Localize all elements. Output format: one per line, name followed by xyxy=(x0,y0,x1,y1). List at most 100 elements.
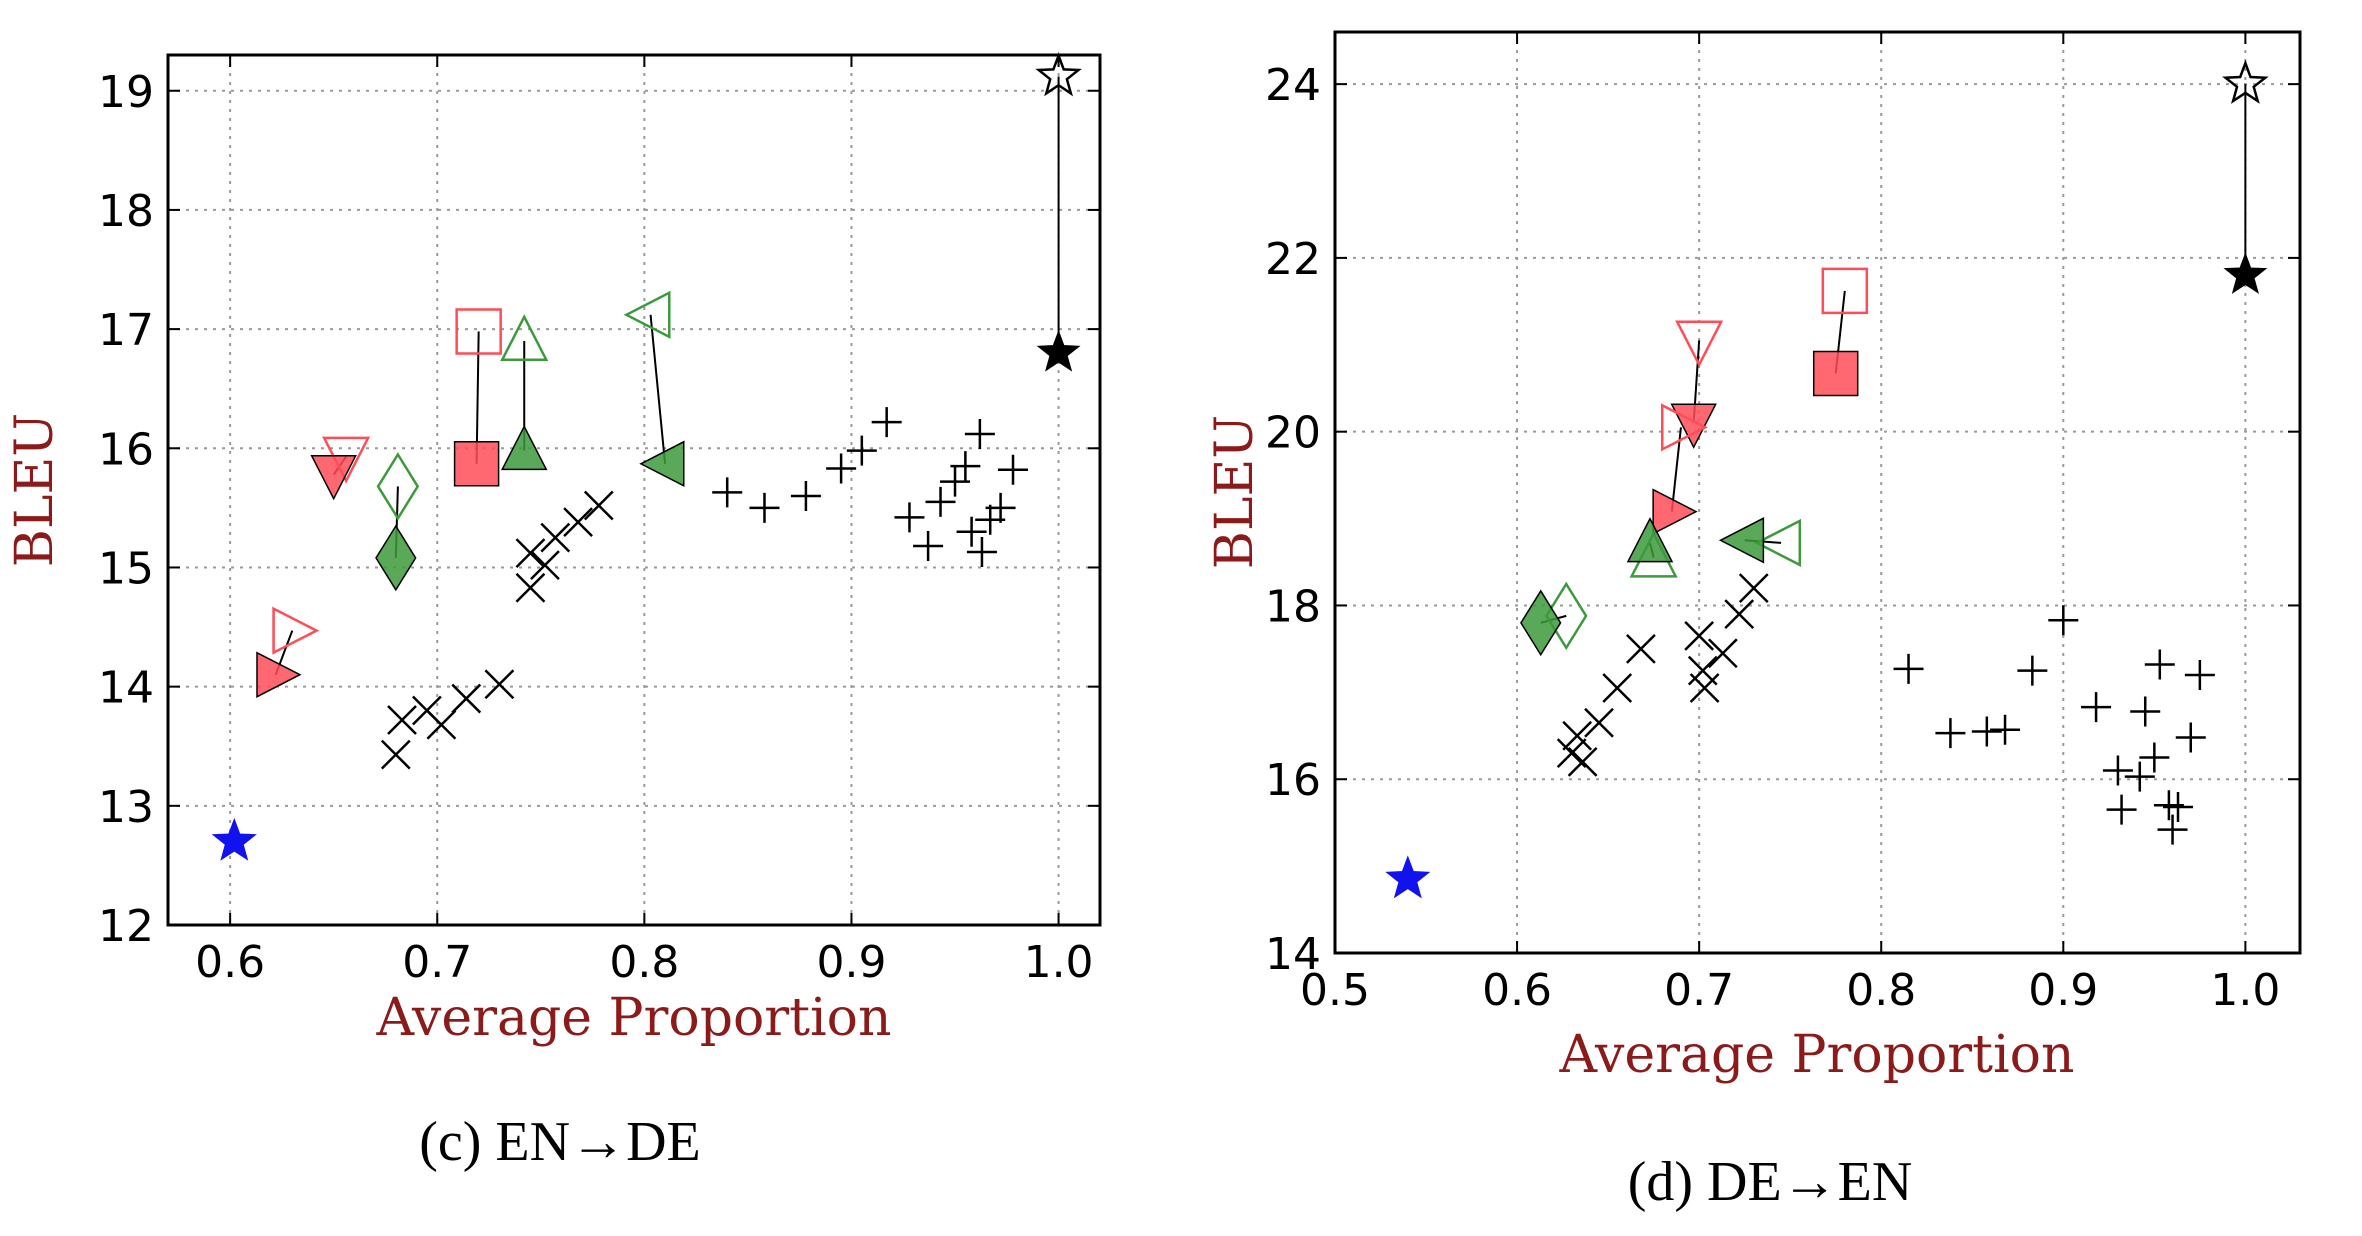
y-tick-label: 20 xyxy=(1265,408,1321,459)
y-tick-label: 22 xyxy=(1265,234,1321,285)
data-point-plus xyxy=(1971,716,2002,747)
data-point-square xyxy=(1812,350,1859,397)
data-point-x xyxy=(484,669,515,700)
data-point-tri_up xyxy=(500,314,549,361)
data-point-plus xyxy=(2184,659,2215,690)
data-point-diamond xyxy=(1544,581,1588,651)
data-point-x xyxy=(1567,746,1598,777)
data-point-x xyxy=(451,683,482,714)
x-tick-label: 0.7 xyxy=(1664,965,1734,1016)
data-point-plus xyxy=(964,418,995,449)
data-point-x xyxy=(1684,620,1715,651)
data-point-plus xyxy=(2157,814,2188,845)
data-point-plus xyxy=(940,466,971,497)
data-point-diamond xyxy=(375,524,417,592)
data-point-plus xyxy=(2081,692,2112,723)
data-point-x xyxy=(583,490,614,521)
data-point-plus xyxy=(1990,714,2021,745)
data-point-tri_right xyxy=(272,606,320,655)
data-point-plus xyxy=(913,531,944,562)
data-point-plus xyxy=(749,492,780,523)
data-point-tri_down xyxy=(310,455,357,501)
data-point-x xyxy=(380,739,411,770)
data-point-plus xyxy=(871,407,902,438)
data-point-plus xyxy=(2139,742,2170,773)
data-point-x xyxy=(540,522,571,553)
data-point-tri_right xyxy=(1652,488,1698,535)
data-point-plus xyxy=(1935,718,1966,749)
data-point-plus xyxy=(2048,605,2079,636)
x-tick-label: 0.8 xyxy=(609,937,679,988)
x-tick-label: 0.6 xyxy=(195,937,265,988)
data-point-star xyxy=(2223,252,2268,294)
pair-connector-line xyxy=(649,314,667,464)
y-tick-label: 19 xyxy=(98,67,154,118)
data-point-x xyxy=(1689,673,1720,703)
data-point-plus xyxy=(2153,790,2184,821)
y-axis-label-de-en: BLEU xyxy=(1205,415,1265,570)
data-point-square xyxy=(455,308,502,355)
x-tick-label: 0.9 xyxy=(816,937,886,988)
data-point-star xyxy=(1036,329,1081,372)
chart-en-de: 0.6 0.7 0.8 0.9 1.0 12 13 14 15 16 17 18 19 Average … xyxy=(5,52,1102,1173)
data-point-tri_left xyxy=(1754,518,1802,567)
y-tick-label: 14 xyxy=(1265,929,1321,980)
data-point-x xyxy=(1738,573,1769,603)
data-point-plus xyxy=(956,516,987,547)
data-point-tri_right xyxy=(1660,403,1708,452)
data-point-x xyxy=(1707,638,1738,669)
data-point-x xyxy=(563,507,593,538)
data-point-plus xyxy=(2130,696,2161,727)
x-tick-label: 0.9 xyxy=(2028,965,2098,1016)
data-point-star xyxy=(1035,52,1082,97)
y-axis-label-en-de: BLEU xyxy=(5,413,65,568)
data-point-tri_up xyxy=(501,424,548,471)
x-tick-label: 1.0 xyxy=(2210,965,2280,1016)
x-tick-label: 0.5 xyxy=(1300,965,1370,1016)
y-tick-label: 18 xyxy=(1265,581,1321,632)
data-point-plus xyxy=(966,536,997,567)
data-point-plus xyxy=(2144,649,2175,680)
data-point-plus xyxy=(1893,653,1924,684)
y-tick-label: 13 xyxy=(98,782,154,833)
x-tick-label: 1.0 xyxy=(1024,937,1094,988)
data-point-x xyxy=(1584,707,1614,738)
x-axis-label-de-en: Average Proportion xyxy=(1559,1025,2075,1085)
data-point-star xyxy=(1385,855,1431,899)
x-tick-label: 0.7 xyxy=(402,937,472,988)
data-point-tri_up xyxy=(1626,517,1674,563)
x-tick-label: 0.6 xyxy=(1482,965,1552,1016)
data-point-plus xyxy=(2102,755,2133,786)
data-point-plus xyxy=(894,502,925,533)
data-point-x xyxy=(426,709,457,740)
data-point-plus xyxy=(2106,794,2137,825)
y-tick-label: 15 xyxy=(98,543,154,594)
data-point-tri_left xyxy=(1718,517,1765,564)
data-point-plus xyxy=(2124,761,2155,792)
y-tick-label: 17 xyxy=(98,305,154,356)
data-point-plus xyxy=(826,453,857,484)
data-point-plus xyxy=(925,486,956,517)
data-point-x xyxy=(1602,673,1633,703)
caption-de-en: (d) DE→EN xyxy=(1628,1151,1913,1213)
data-point-square xyxy=(453,441,500,487)
data-point-plus xyxy=(2163,792,2194,823)
y-tick-label: 16 xyxy=(1265,755,1321,806)
data-point-x xyxy=(515,572,546,603)
data-point-tri_down xyxy=(1675,320,1724,368)
caption-en-de: (c) EN→DE xyxy=(419,1111,700,1173)
data-point-plus xyxy=(2175,722,2206,753)
data-point-diamond xyxy=(1520,589,1562,657)
data-point-tri_left xyxy=(623,290,671,339)
plot-frame-en-de xyxy=(166,53,1102,927)
y-tick-label: 12 xyxy=(98,901,154,952)
x-axis-label-en-de: Average Proportion xyxy=(376,988,892,1048)
data-point-star xyxy=(2222,59,2269,104)
chart-de-en: 0.5 0.6 0.7 0.8 0.9 1.0 14 16 18 20 22 24 Average P… xyxy=(1205,30,2302,1213)
y-tick-label: 24 xyxy=(1265,60,1321,111)
data-point-plus xyxy=(846,435,877,466)
data-point-star xyxy=(211,817,257,861)
data-point-plus xyxy=(998,454,1029,485)
data-point-plus xyxy=(2017,655,2048,686)
